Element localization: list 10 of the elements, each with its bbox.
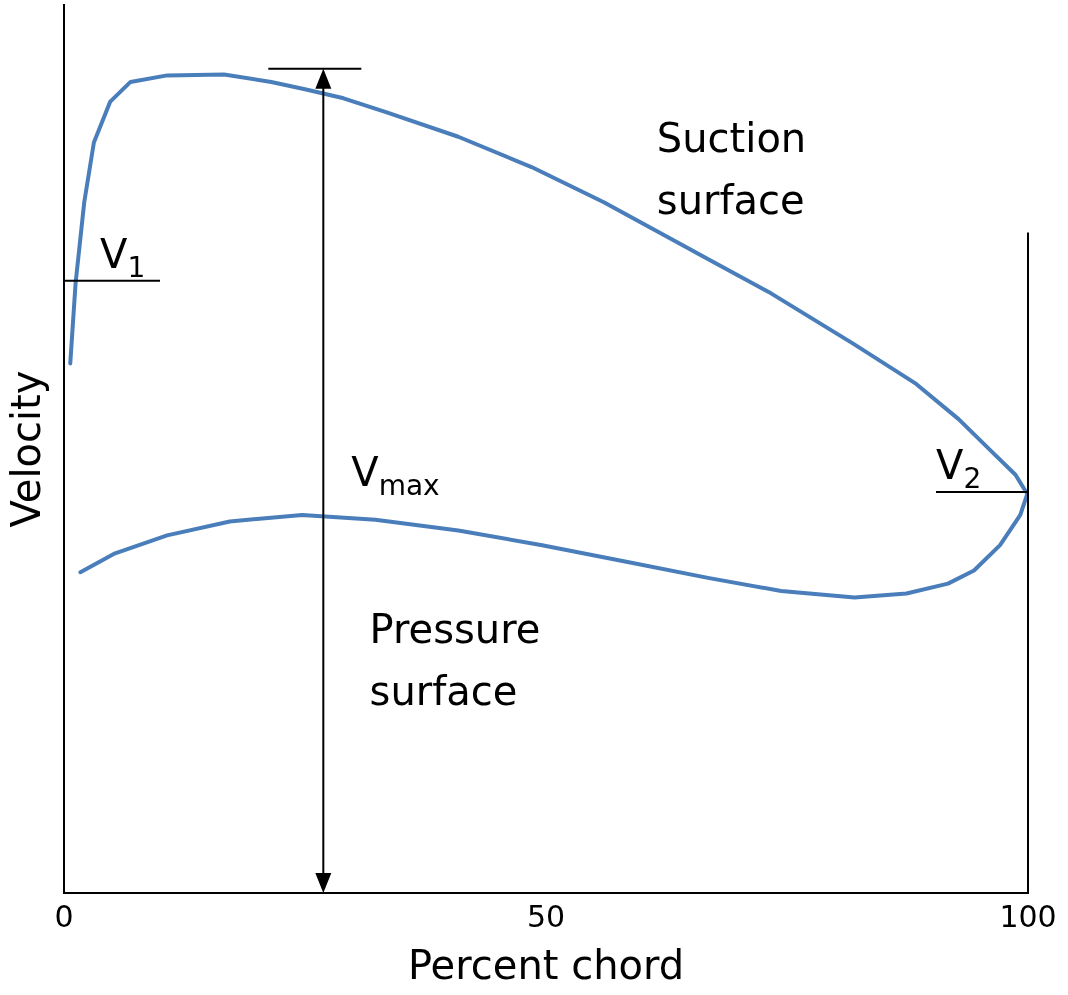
y-axis-title: Velocity [3,370,50,528]
annotation: V$_{max}$ [351,447,440,504]
series-label: Suction surface [656,114,808,226]
x-tick-label: 0 [54,898,74,934]
annotation: V$_{1}$ [100,229,146,286]
x-tick-label: 50 [526,898,566,934]
series-label: Pressure surface [369,605,542,717]
x-axis-title: Percent chord [407,942,685,989]
x-tick-label: 100 [999,898,1057,934]
annotation: V$_{2}$ [936,440,982,497]
